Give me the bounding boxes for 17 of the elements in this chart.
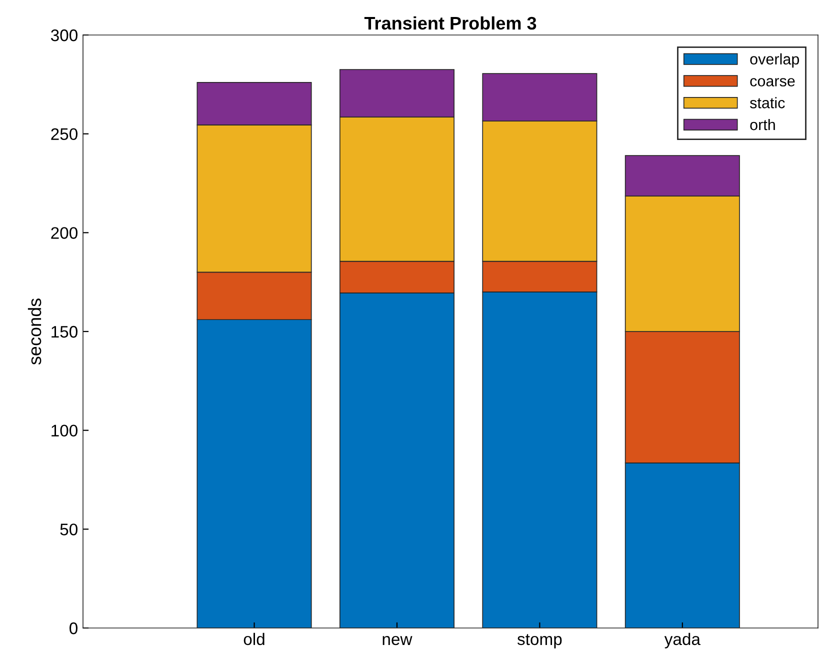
y-tick-label: 100: [52, 424, 78, 437]
y-tick-label: 50: [60, 524, 78, 536]
x-tick-label: new: [382, 636, 412, 646]
legend-label: orth: [750, 118, 775, 130]
y-tick-label: 200: [51, 227, 78, 239]
x-tick-label: stomp: [517, 634, 562, 648]
y-tick-label: 150: [52, 326, 78, 338]
chart-title: Transient Problem 3: [364, 16, 536, 30]
x-tick-label: yada: [664, 632, 700, 648]
x-tick-label: old: [244, 632, 264, 646]
legend-label: static: [750, 97, 785, 108]
y-axis-title: seconds: [28, 298, 42, 365]
legend-label: coarse: [750, 78, 795, 86]
legend-label: overlap: [750, 53, 800, 68]
y-tick-label: 300: [50, 29, 78, 42]
y-tick-label: 250: [51, 128, 78, 140]
y-tick-label: 0: [70, 622, 78, 634]
